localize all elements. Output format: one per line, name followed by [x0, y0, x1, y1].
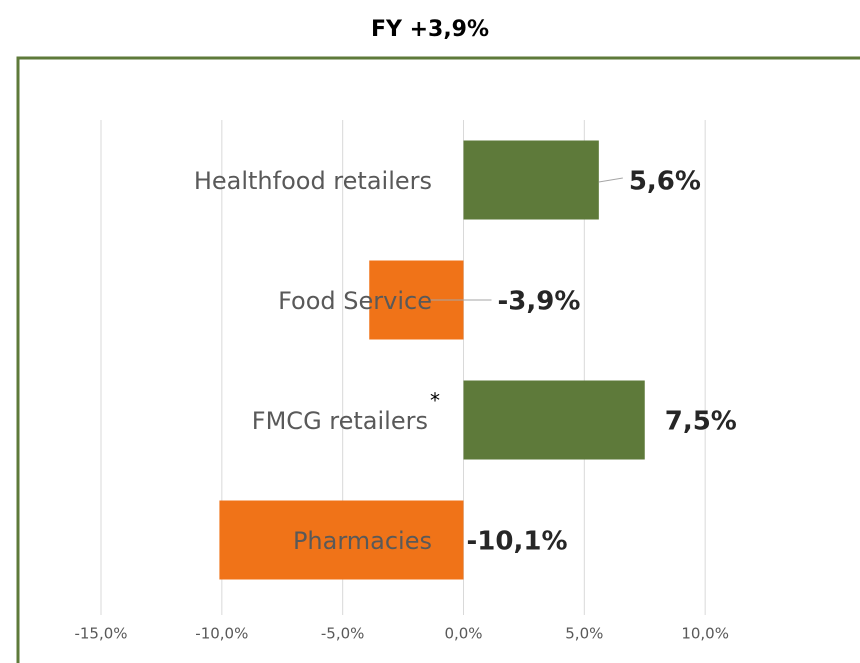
- frame: [16, 56, 860, 663]
- category-label: FMCG retailers: [252, 407, 428, 435]
- value-label: -10,1%: [467, 527, 568, 557]
- x-tick-label: -10,0%: [195, 625, 248, 643]
- bar: [463, 380, 645, 460]
- x-tick-label: 5,0%: [565, 625, 603, 643]
- category-marker: *: [430, 389, 440, 413]
- value-label: 5,6%: [629, 167, 701, 197]
- x-tick-label: -15,0%: [74, 625, 127, 643]
- category-label: Pharmacies: [293, 527, 432, 555]
- leader-line: [598, 177, 623, 183]
- x-tick-label: -5,0%: [321, 625, 365, 643]
- x-tick-label: 0,0%: [444, 625, 482, 643]
- bar: [219, 500, 464, 580]
- category-label: Healthfood retailers: [194, 167, 432, 195]
- x-tick-label: 10,0%: [681, 625, 729, 643]
- chart-title: FY +3,9%: [371, 17, 489, 42]
- bar: [463, 140, 599, 220]
- category-label: Food Service: [278, 287, 432, 315]
- value-label: 7,5%: [665, 407, 737, 437]
- value-label: -3,9%: [498, 287, 581, 317]
